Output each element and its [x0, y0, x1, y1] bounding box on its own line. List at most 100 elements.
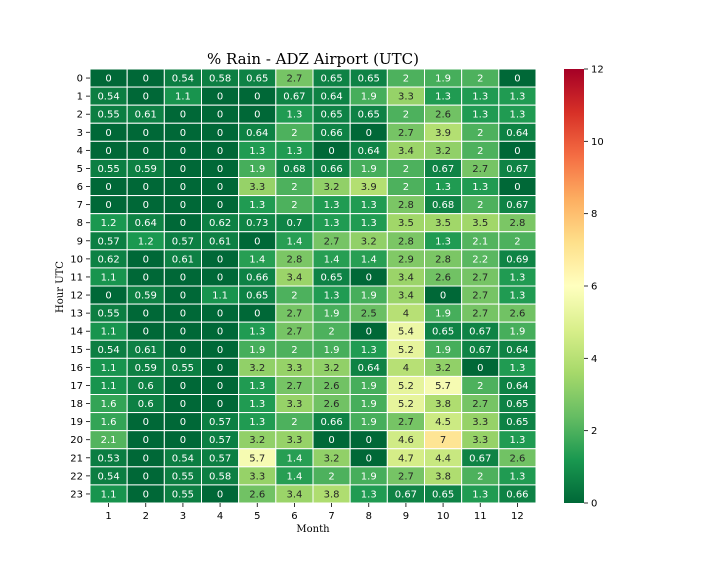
cell-value-label: 2.7: [286, 74, 302, 85]
cell-value-label: 1.9: [435, 74, 451, 85]
cell-value-label: 0: [143, 182, 149, 193]
cell-value-label: 3.3: [286, 363, 302, 374]
cell-value-label: 2.6: [249, 489, 265, 500]
colorbar-tick-label: 12: [591, 65, 604, 76]
cell-value-label: 0.65: [432, 327, 454, 338]
cell-value-label: 1.6: [101, 399, 117, 410]
cell-value-label: 0.55: [97, 110, 119, 121]
cell-value-label: 0.54: [97, 471, 119, 482]
y-tick-label: 7: [77, 200, 83, 211]
cell-value-label: 0.67: [506, 200, 528, 211]
cell-value-label: 2.7: [472, 272, 488, 283]
cell-value-label: 1.9: [361, 471, 377, 482]
cell-value-label: 0.6: [138, 399, 154, 410]
cell-value-label: 0.67: [469, 345, 491, 356]
cell-value-label: 0.55: [97, 164, 119, 175]
cell-value-label: 0: [440, 291, 446, 302]
colorbar-tick-label: 6: [591, 282, 597, 293]
x-tick-label: 4: [217, 511, 223, 522]
x-tick-label: 5: [254, 511, 260, 522]
cell-value-label: 4.7: [398, 453, 414, 464]
cell-value-label: 0: [143, 471, 149, 482]
cell-value-label: 1.3: [435, 236, 451, 247]
cell-value-label: 0.57: [209, 453, 231, 464]
cell-value-label: 4.5: [435, 417, 451, 428]
x-tick-label: 1: [105, 511, 111, 522]
cell-value-label: 0.66: [320, 128, 342, 139]
cell-value-label: 0: [180, 327, 186, 338]
cell-value-label: 0: [105, 182, 111, 193]
cell-value-label: 0.57: [209, 417, 231, 428]
cell-value-label: 0: [180, 272, 186, 283]
cell-value-label: 1.3: [249, 327, 265, 338]
cell-value-label: 0: [217, 254, 223, 265]
y-tick-label: 8: [77, 218, 83, 229]
colorbar-tick-label: 10: [591, 137, 604, 148]
cell-value-label: 2: [514, 236, 520, 247]
cell-value-label: 0.55: [172, 471, 194, 482]
colorbar-tick-label: 0: [591, 499, 597, 510]
cell-value-label: 2: [291, 291, 297, 302]
cell-value-label: 0: [217, 363, 223, 374]
cell-value-label: 1.4: [286, 453, 302, 464]
cell-value-label: 2: [328, 327, 334, 338]
cell-value-label: 1.9: [361, 417, 377, 428]
cell-value-label: 0.67: [506, 164, 528, 175]
cell-value-label: 1.9: [361, 92, 377, 103]
cell-value-label: 3.2: [435, 146, 451, 157]
cell-value-label: 1.9: [361, 381, 377, 392]
cell-value-label: 0.64: [506, 345, 528, 356]
cell-value-label: 0: [477, 363, 483, 374]
cell-value-label: 2.7: [398, 128, 414, 139]
cell-value-label: 0: [217, 381, 223, 392]
cell-value-label: 1.3: [472, 489, 488, 500]
cell-value-label: 0: [143, 489, 149, 500]
cell-value-label: 0.65: [320, 272, 342, 283]
cell-value-label: 1.1: [101, 272, 117, 283]
y-tick-label: 15: [70, 345, 83, 356]
cell-value-label: 3.2: [361, 236, 377, 247]
cell-value-label: 1.4: [249, 254, 265, 265]
cell-value-label: 0.65: [432, 489, 454, 500]
x-tick-label: 8: [366, 511, 372, 522]
cell-value-label: 0.53: [97, 453, 119, 464]
cell-value-label: 0: [143, 254, 149, 265]
cell-value-label: 0: [217, 309, 223, 320]
y-tick-label: 17: [70, 381, 83, 392]
cell-value-label: 3.4: [398, 272, 414, 283]
cell-value-label: 2: [291, 200, 297, 211]
cell-value-label: 3.9: [361, 182, 377, 193]
cell-value-label: 2.9: [398, 254, 414, 265]
cell-value-label: 0.64: [506, 381, 528, 392]
y-tick-label: 18: [70, 399, 83, 410]
cell-value-label: 0: [217, 200, 223, 211]
cell-value-label: 1.3: [361, 489, 377, 500]
cell-value-label: 0.61: [135, 110, 157, 121]
cell-value-label: 0.57: [209, 435, 231, 446]
cell-value-label: 0.66: [320, 164, 342, 175]
cell-value-label: 0.67: [432, 164, 454, 175]
cell-value-label: 2: [291, 182, 297, 193]
y-axis-label: Hour UTC: [55, 261, 66, 313]
cell-value-label: 0: [217, 128, 223, 139]
cell-value-label: 1.3: [509, 291, 525, 302]
cell-value-label: 7: [440, 435, 446, 446]
cell-value-label: 0: [180, 128, 186, 139]
cell-value-label: 1.9: [249, 164, 265, 175]
cell-value-label: 3.8: [324, 489, 340, 500]
cell-value-label: 2.7: [472, 164, 488, 175]
cell-value-label: 0.54: [172, 453, 194, 464]
cell-value-label: 0.65: [506, 417, 528, 428]
cell-value-label: 2: [477, 146, 483, 157]
cell-value-label: 1.3: [509, 363, 525, 374]
cell-value-label: 0: [180, 182, 186, 193]
y-tick-label: 5: [77, 164, 83, 175]
cell-value-label: 0: [180, 309, 186, 320]
cell-value-label: 2.7: [324, 236, 340, 247]
cell-value-label: 0: [143, 74, 149, 85]
cell-value-label: 0.64: [246, 128, 268, 139]
cell-value-label: 0: [514, 74, 520, 85]
cell-value-label: 3.9: [435, 128, 451, 139]
